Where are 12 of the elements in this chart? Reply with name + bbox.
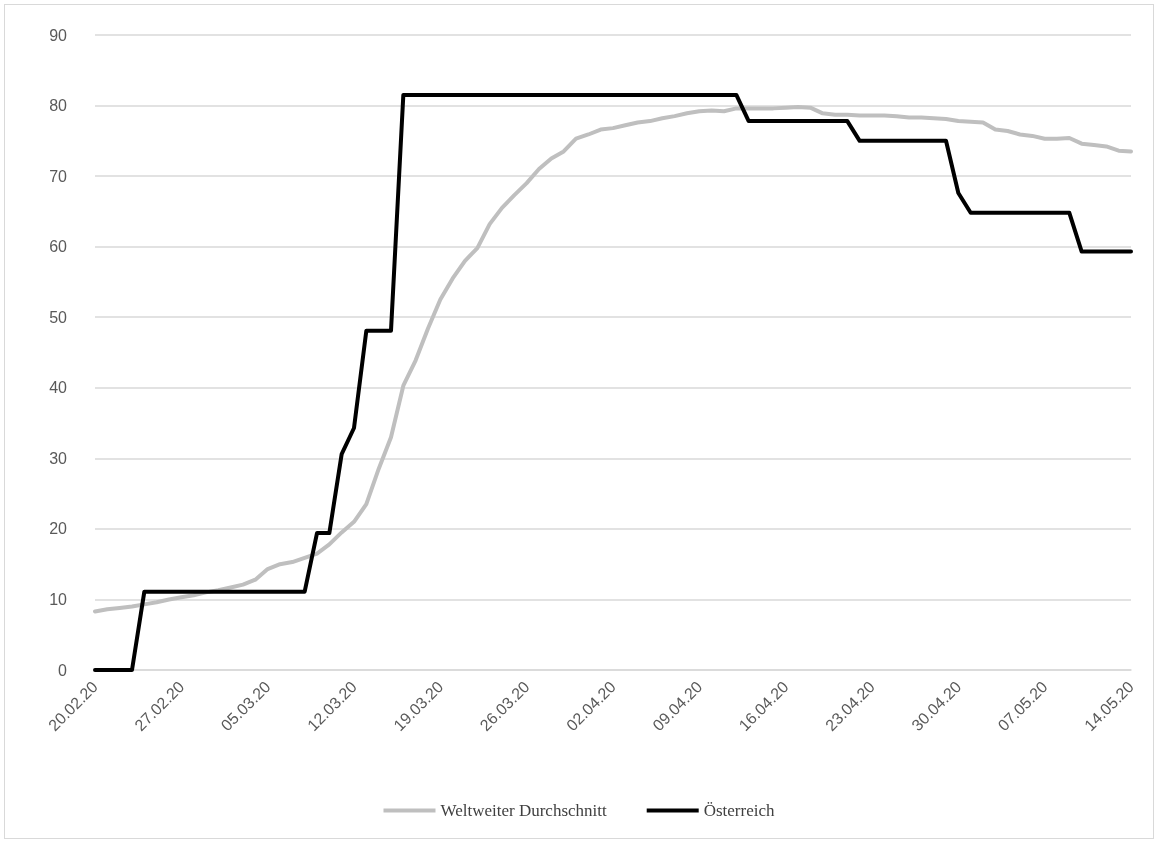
y-tick-label: 80: [49, 97, 68, 115]
legend-label: Weltweiter Durchschnitt: [440, 801, 607, 820]
y-tick-label: 30: [49, 449, 68, 467]
y-tick-label: 10: [49, 590, 68, 608]
legend-label: Österreich: [703, 801, 776, 820]
y-tick-label: 90: [49, 26, 68, 44]
y-tick-label: 50: [49, 308, 68, 326]
y-tick-label: 0: [58, 661, 68, 679]
y-tick-label: 70: [49, 167, 68, 185]
y-tick-label: 60: [49, 238, 68, 256]
y-tick-label: 20: [49, 520, 68, 538]
y-tick-label: 40: [49, 379, 68, 397]
